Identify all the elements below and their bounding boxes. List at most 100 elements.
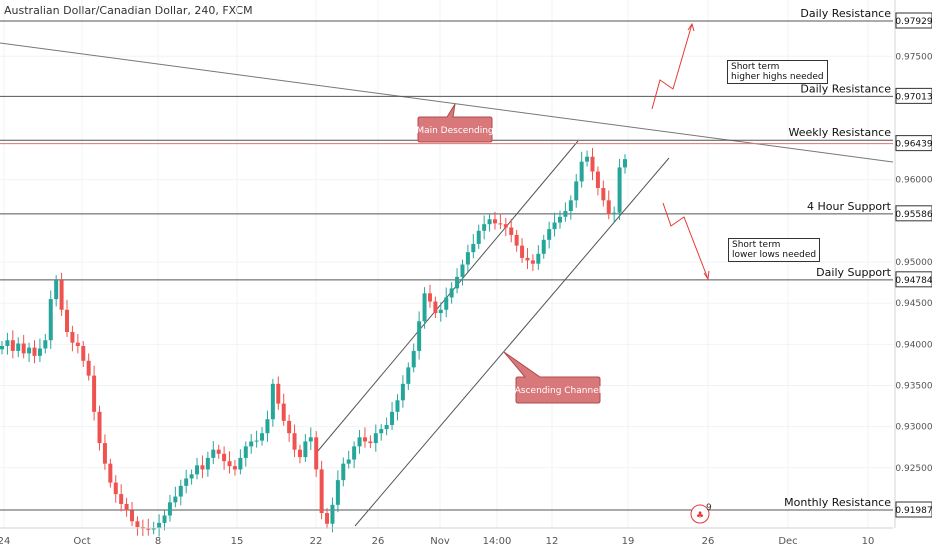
ascending-channel-upper[interactable] bbox=[316, 140, 579, 453]
candle-body bbox=[113, 482, 118, 495]
note-higher-highs-text: Short term higher highs needed bbox=[731, 62, 824, 82]
grid-lines bbox=[0, 0, 893, 528]
candle-body bbox=[411, 350, 416, 368]
x-tick-label: 26 bbox=[702, 536, 715, 547]
candle-body bbox=[65, 309, 70, 332]
note-higher-highs[interactable]: Short term higher highs needed bbox=[727, 60, 828, 84]
x-tick-label: 22 bbox=[310, 536, 323, 547]
level-label: 4 Hour Support bbox=[807, 200, 892, 213]
candle-body bbox=[270, 383, 275, 420]
candle-body bbox=[346, 459, 351, 464]
callout-main-descending[interactable]: Main Descending bbox=[416, 103, 494, 143]
candle-body bbox=[16, 343, 21, 351]
callout-ascending-channel[interactable]: Ascending Channel bbox=[503, 351, 601, 404]
candle-body bbox=[130, 510, 135, 522]
y-tick-label: 0.95000 bbox=[895, 258, 932, 268]
candle-body bbox=[427, 293, 432, 302]
y-tick-label: 0.94000 bbox=[895, 340, 932, 350]
candle-body bbox=[5, 340, 10, 346]
chart-title: Australian Dollar/Canadian Dollar, 240, … bbox=[4, 4, 253, 17]
level-price-tag bbox=[895, 87, 932, 104]
candle-body bbox=[444, 297, 449, 310]
candle-body bbox=[303, 441, 308, 458]
current-price-tag bbox=[895, 135, 932, 152]
candle-body bbox=[362, 437, 367, 442]
y-tick-label: 0.97500 bbox=[895, 52, 932, 62]
candle-body bbox=[151, 527, 156, 530]
arrow-up-path[interactable] bbox=[651, 23, 693, 110]
candle-body bbox=[547, 229, 552, 240]
canada-flag-icon[interactable] bbox=[690, 504, 710, 524]
time-axis[interactable]: 24 Oct 8 15 22 26 Nov 14:00 12 19 26 Dec 10 bbox=[0, 527, 893, 547]
candle-body bbox=[617, 167, 622, 213]
level-price-tag bbox=[895, 205, 932, 222]
candle-body bbox=[509, 227, 514, 235]
level-lines[interactable]: Daily Resistance Daily Resistance Weekly R… bbox=[0, 7, 893, 511]
projection-arrows[interactable] bbox=[651, 22, 710, 281]
candle-body bbox=[238, 457, 243, 470]
x-tick-label: 24 bbox=[0, 536, 10, 547]
candle-body bbox=[287, 420, 292, 434]
arrow-down-path[interactable] bbox=[662, 202, 709, 280]
x-tick-label: 8 bbox=[155, 536, 161, 547]
candle-body bbox=[482, 224, 487, 231]
candle-body bbox=[32, 347, 37, 356]
candle-body bbox=[438, 309, 443, 314]
candle-body bbox=[222, 453, 227, 462]
candle-body bbox=[124, 503, 129, 511]
callout-main-descending-text: Main Descending bbox=[416, 126, 493, 136]
candle-body bbox=[465, 252, 470, 265]
candle-body bbox=[308, 437, 313, 442]
candle-body bbox=[373, 433, 378, 444]
candle-body bbox=[352, 446, 357, 460]
candle-body bbox=[37, 348, 42, 356]
candle-body bbox=[530, 260, 535, 264]
y-tick-label: 0.96000 bbox=[895, 176, 932, 186]
candle-body bbox=[173, 496, 178, 503]
candle-body bbox=[541, 239, 546, 254]
candle-body bbox=[243, 446, 248, 458]
candle-body bbox=[455, 276, 460, 289]
x-tick-label: 15 bbox=[231, 536, 244, 547]
candle-body bbox=[525, 257, 530, 261]
candle-body bbox=[433, 301, 438, 314]
candle-body bbox=[400, 383, 405, 401]
candle-body bbox=[146, 528, 151, 530]
candle-body bbox=[449, 288, 454, 298]
ascending-channel-lower[interactable] bbox=[354, 157, 670, 527]
candle-body bbox=[292, 433, 297, 450]
candle-body bbox=[260, 433, 265, 441]
price-axis[interactable]: 0.97929 0.97013 0.95586 0.94784 0.91987 0.964… bbox=[894, 0, 932, 528]
level-price-tag bbox=[895, 271, 932, 288]
y-tick-label: 0.93500 bbox=[895, 381, 932, 391]
candle-body bbox=[21, 343, 26, 354]
candle-body bbox=[265, 419, 270, 434]
maple-leaf-icon: ♣ bbox=[696, 511, 704, 521]
level-price-tag bbox=[895, 501, 932, 518]
candle-body bbox=[325, 513, 330, 524]
trend-lines[interactable] bbox=[0, 42, 894, 527]
note-lower-lows[interactable]: Short term lower lows needed bbox=[728, 238, 821, 262]
candle-body bbox=[314, 437, 319, 470]
candle-body bbox=[227, 461, 232, 467]
x-tick-label: 19 bbox=[622, 536, 635, 547]
candle-body bbox=[319, 469, 324, 514]
level-label: Monthly Resistance bbox=[784, 496, 891, 509]
callouts[interactable]: Main Descending Ascending Channel bbox=[416, 103, 601, 404]
main-descending-line[interactable] bbox=[0, 42, 894, 163]
x-tick-label: 26 bbox=[372, 536, 385, 547]
candle-body bbox=[395, 400, 400, 412]
candle-body bbox=[503, 224, 508, 228]
candle-body bbox=[59, 280, 64, 310]
candle-body bbox=[595, 171, 600, 188]
candle-body bbox=[75, 342, 80, 346]
candle-body bbox=[70, 331, 75, 343]
candle-body bbox=[585, 156, 590, 162]
events-badge[interactable]: ♣ 9 bbox=[690, 503, 712, 524]
level-price-text: 0.97013 bbox=[895, 92, 932, 102]
y-tick-label: 0.92500 bbox=[895, 464, 932, 474]
candle-body bbox=[216, 449, 221, 454]
candle-body bbox=[552, 222, 557, 230]
current-price-text: 0.96439 bbox=[895, 140, 932, 150]
